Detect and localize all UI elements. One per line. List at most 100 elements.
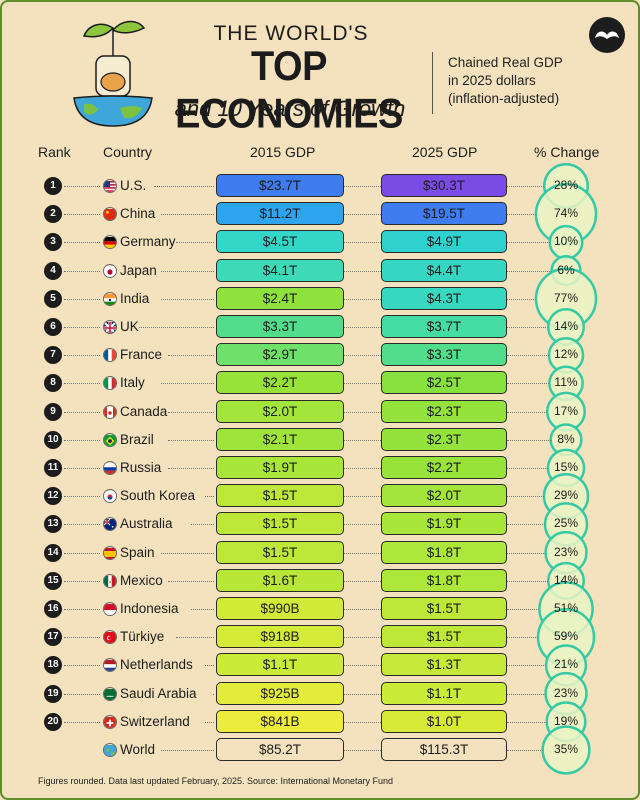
indonesia-flag-icon bbox=[103, 602, 117, 616]
gdp-2025-bar: $3.3T bbox=[381, 343, 507, 367]
rank-badge: 17 bbox=[44, 628, 62, 647]
leader-line bbox=[507, 609, 540, 610]
gdp-2025-bar: $30.3T bbox=[381, 174, 507, 197]
rank-badge: 2 bbox=[44, 205, 62, 224]
leader-line bbox=[344, 468, 381, 469]
south-korea-flag-icon-graphic bbox=[104, 491, 116, 503]
leader-line bbox=[64, 355, 100, 357]
leader-line bbox=[168, 411, 214, 413]
uk-flag-icon-graphic bbox=[104, 321, 116, 333]
leader-line bbox=[507, 750, 543, 751]
country-label: India bbox=[120, 290, 150, 306]
header: THE WORLD'S TOP ECONOMIES and 10 Years o… bbox=[0, 0, 640, 140]
leader-line bbox=[507, 721, 547, 723]
subtitle-line: in 2025 dollars bbox=[448, 73, 536, 88]
leader-line bbox=[344, 214, 381, 216]
indonesia-flag-icon-graphic bbox=[104, 604, 116, 615]
leader-line bbox=[64, 496, 100, 498]
rank-badge: 12 bbox=[44, 487, 62, 506]
china-flag-icon bbox=[103, 207, 117, 222]
rank-badge: 8 bbox=[44, 374, 62, 393]
gdp-2015-bar: $925B bbox=[216, 681, 344, 705]
country-label: Switzerland bbox=[120, 713, 190, 729]
leader-line bbox=[64, 609, 100, 610]
leader-line bbox=[507, 552, 546, 554]
gdp-2015-bar: $918B bbox=[216, 625, 344, 649]
leader-line bbox=[507, 186, 545, 187]
gdp-2015-bar: $1.9T bbox=[216, 456, 344, 479]
rank-badge: 4 bbox=[44, 261, 62, 280]
leader-line bbox=[344, 665, 381, 667]
gdp-2025-bar: $2.0T bbox=[381, 484, 507, 508]
leader-line bbox=[344, 270, 381, 272]
gdp-2015-bar: $1.5T bbox=[216, 540, 344, 564]
gdp-2025-bar: $1.3T bbox=[381, 653, 507, 677]
italy-flag-icon-graphic bbox=[104, 378, 116, 390]
country-label: South Korea bbox=[120, 488, 196, 504]
header-divider bbox=[432, 52, 433, 114]
gdp-2015-bar: $85.2T bbox=[216, 738, 344, 761]
table-row: World $85.2T $115.3T 35% bbox=[0, 736, 640, 764]
uk-flag-icon bbox=[103, 320, 117, 334]
leader-line bbox=[507, 383, 550, 385]
russia-flag-icon bbox=[103, 461, 117, 475]
percent-change-label: 23% bbox=[553, 544, 579, 559]
rank-badge: 3 bbox=[44, 233, 62, 252]
leader-line bbox=[64, 439, 100, 441]
plant-globe-jar-icon bbox=[73, 20, 153, 127]
gdp-2025-bar: $1.5T bbox=[381, 597, 507, 620]
gdp-2025-bar: $1.8T bbox=[381, 540, 507, 564]
table-row: 13 Australia $1.5T $1.9T 25% bbox=[0, 510, 640, 538]
country-label: Saudi Arabia bbox=[120, 685, 197, 701]
country-label: UK bbox=[120, 319, 139, 334]
country-label: Indonesia bbox=[120, 601, 179, 616]
leader-line bbox=[64, 552, 100, 554]
germany-flag-icon-graphic bbox=[104, 237, 116, 249]
globe-icon bbox=[103, 743, 117, 757]
percent-change-label: 25% bbox=[553, 516, 579, 531]
japan-flag-icon-graphic bbox=[104, 265, 116, 277]
title-line-1: THE WORLD'S bbox=[213, 22, 369, 45]
rank-badge: 1 bbox=[44, 177, 62, 195]
leader-line bbox=[344, 496, 381, 498]
leader-line bbox=[344, 637, 381, 639]
leader-line bbox=[161, 214, 214, 216]
leader-line bbox=[153, 186, 214, 187]
leader-line bbox=[64, 298, 100, 300]
india-flag-icon bbox=[103, 291, 117, 306]
leader-line bbox=[168, 580, 214, 582]
percent-change-label: 51% bbox=[553, 601, 579, 615]
table-row: 20 Switzerland $841B $1.0T 19% bbox=[0, 708, 640, 736]
turkiye-flag-icon-graphic bbox=[104, 632, 116, 644]
percent-change-label: 14% bbox=[553, 319, 579, 333]
switzerland-flag-icon bbox=[103, 714, 117, 729]
leader-line bbox=[344, 186, 381, 187]
leader-line bbox=[507, 298, 536, 300]
gdp-2015-bar: $23.7T bbox=[216, 174, 344, 197]
leader-line bbox=[344, 242, 381, 244]
leader-line bbox=[64, 214, 100, 216]
leader-line bbox=[168, 355, 214, 357]
percent-change-label: 8% bbox=[557, 431, 575, 446]
column-header-change: % Change bbox=[534, 144, 600, 160]
leader-line bbox=[64, 242, 100, 244]
gdp-2015-bar: $1.5T bbox=[216, 512, 344, 536]
leader-line bbox=[507, 580, 549, 582]
turkiye-flag-icon bbox=[103, 630, 117, 645]
japan-flag-icon bbox=[103, 263, 117, 278]
china-flag-icon-graphic bbox=[104, 209, 116, 221]
france-flag-icon bbox=[103, 348, 117, 363]
rank-badge: 10 bbox=[44, 430, 62, 449]
leader-line bbox=[344, 552, 381, 554]
subtitle-line: (inflation-adjusted) bbox=[448, 91, 560, 106]
leader-line bbox=[507, 693, 546, 695]
gdp-2015-bar: $1.5T bbox=[216, 484, 344, 508]
country-label: Canada bbox=[120, 403, 168, 419]
gdp-2015-bar: $4.1T bbox=[216, 258, 344, 282]
country-label: Germany bbox=[120, 234, 176, 250]
leader-line bbox=[64, 383, 100, 385]
table-row: 19 Saudi Arabia $925B $1.1T 23% bbox=[0, 680, 640, 708]
gdp-2015-bar: $1.6T bbox=[216, 568, 344, 592]
leader-line bbox=[64, 693, 100, 695]
